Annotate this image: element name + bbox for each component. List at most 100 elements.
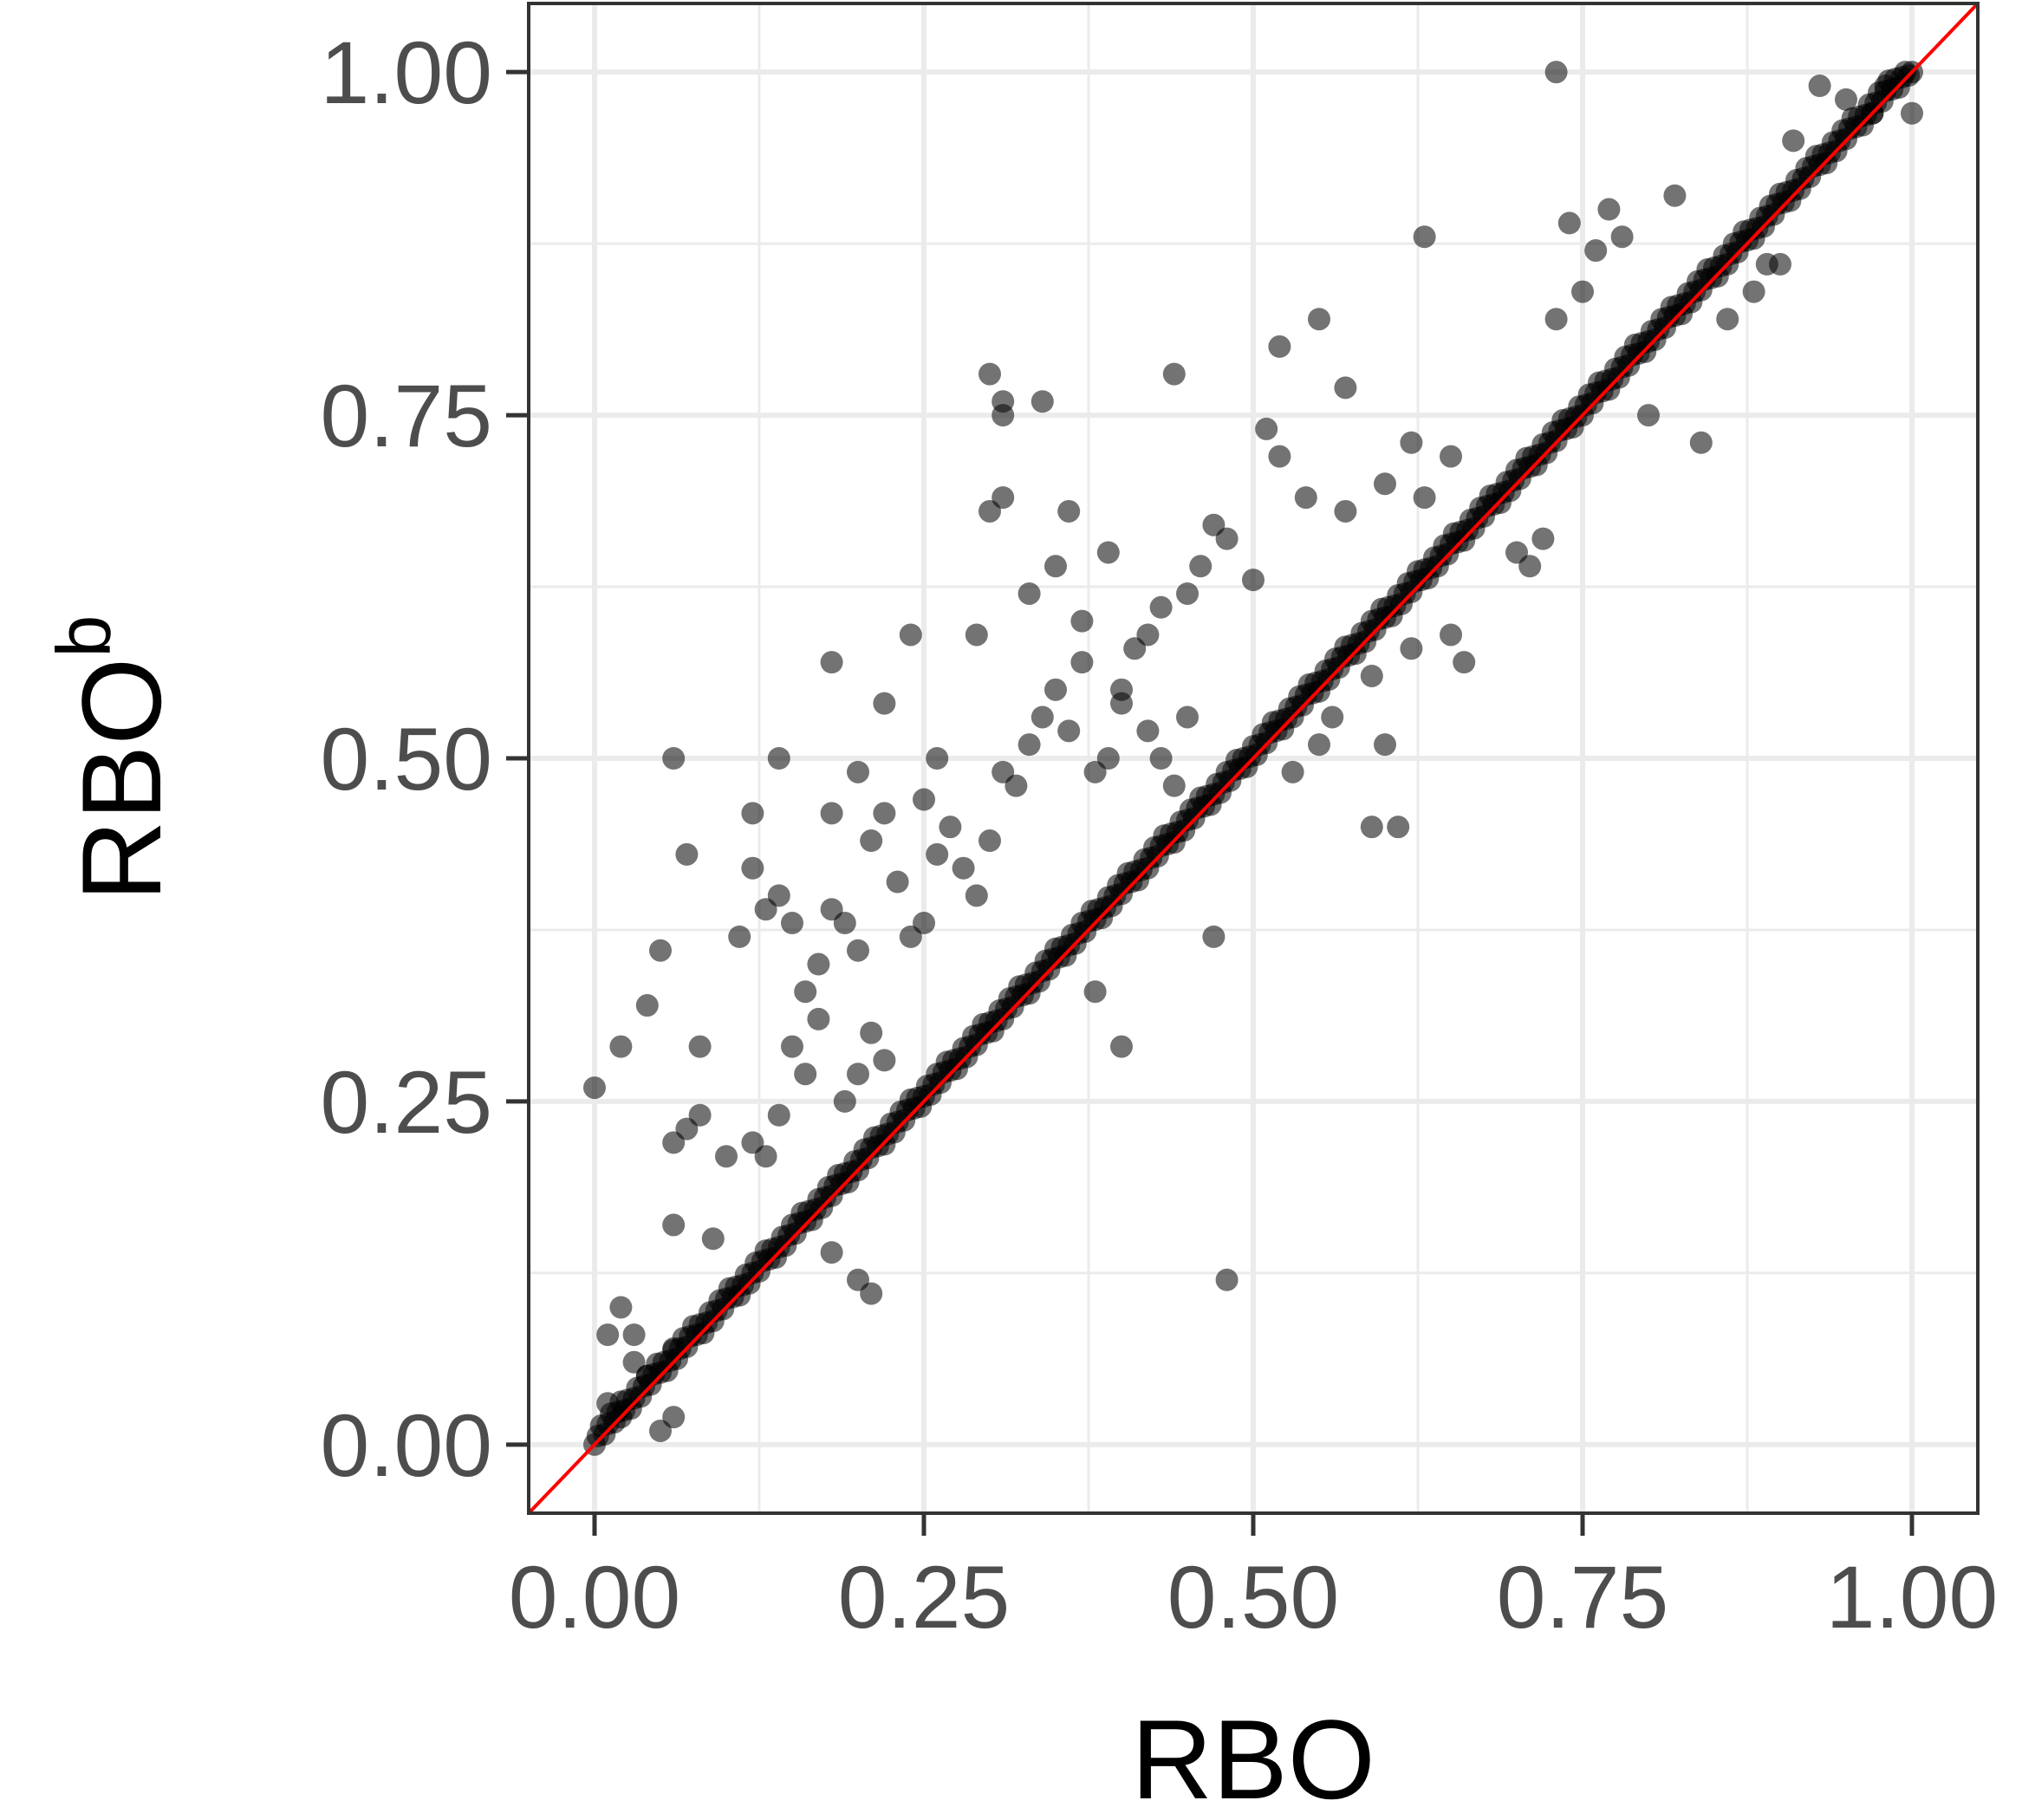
data-point xyxy=(1663,184,1687,207)
data-point xyxy=(1453,651,1476,674)
data-point xyxy=(833,1089,856,1113)
data-point xyxy=(926,842,949,866)
data-point xyxy=(820,1241,843,1264)
data-point xyxy=(1242,569,1265,592)
x-tick-label: 0.50 xyxy=(1167,1548,1340,1647)
data-point xyxy=(609,1035,633,1058)
data-point xyxy=(1518,555,1542,578)
data-point xyxy=(847,939,869,962)
data-point xyxy=(873,692,896,715)
data-point xyxy=(1149,747,1173,770)
x-tick-label: 0.75 xyxy=(1497,1548,1669,1647)
data-point xyxy=(873,802,896,825)
data-point xyxy=(833,912,856,935)
data-point xyxy=(913,788,935,811)
reference-line xyxy=(527,2,1980,1515)
data-point xyxy=(1400,637,1423,660)
data-point xyxy=(1544,308,1568,331)
data-point xyxy=(688,1103,712,1127)
data-point xyxy=(767,1103,790,1127)
data-point xyxy=(1189,555,1213,578)
y-axis-title-superscript: b xyxy=(41,615,127,658)
data-point xyxy=(1440,623,1462,647)
data-point xyxy=(741,1131,764,1154)
y-axis-title: RBOb xyxy=(41,615,185,902)
data-point xyxy=(1294,486,1317,510)
data-point xyxy=(1110,678,1133,701)
data-point xyxy=(1597,198,1621,221)
y-tick-label: 0.75 xyxy=(320,367,492,465)
data-point xyxy=(807,952,830,976)
data-point xyxy=(965,884,988,907)
y-axis: 0.00 0.25 0.50 0.75 1.00 xyxy=(320,23,529,1495)
data-point xyxy=(1096,541,1120,564)
data-point xyxy=(1136,719,1160,743)
data-point xyxy=(1255,417,1278,440)
data-point xyxy=(820,802,843,825)
data-point xyxy=(794,980,817,1004)
y-tick-label: 0.50 xyxy=(320,710,492,809)
data-point xyxy=(1531,527,1555,550)
data-point xyxy=(1083,980,1107,1004)
data-point xyxy=(583,1076,606,1100)
data-point xyxy=(1070,651,1094,674)
data-point xyxy=(913,912,935,935)
data-point xyxy=(1610,225,1634,249)
data-point xyxy=(847,760,869,783)
data-point xyxy=(1689,431,1713,454)
data-point xyxy=(978,499,1001,523)
data-point xyxy=(1835,88,1857,111)
data-point xyxy=(939,816,962,839)
data-point xyxy=(1268,445,1291,468)
data-point xyxy=(886,870,909,894)
data-point xyxy=(1334,376,1357,400)
data-point xyxy=(1096,747,1120,770)
data-point xyxy=(635,994,659,1017)
data-point xyxy=(1571,280,1594,303)
y-tick-label: 1.00 xyxy=(320,23,492,122)
data-point xyxy=(1782,129,1805,153)
y-tick-label: 0.00 xyxy=(320,1396,492,1495)
data-point xyxy=(1413,486,1436,510)
data-point xyxy=(741,856,764,880)
data-point xyxy=(1637,404,1660,427)
data-point xyxy=(1742,280,1765,303)
data-point xyxy=(926,747,949,770)
data-point xyxy=(1044,678,1067,701)
x-axis: 0.00 0.25 0.50 0.75 1.00 xyxy=(509,1513,1998,1647)
data-point xyxy=(1110,1035,1133,1058)
data-point xyxy=(860,829,883,853)
data-point xyxy=(965,623,988,647)
data-point xyxy=(781,912,803,935)
data-point xyxy=(767,747,790,770)
data-point xyxy=(1202,925,1226,948)
data-point xyxy=(1162,362,1186,386)
data-point xyxy=(1321,705,1344,729)
data-point xyxy=(1136,623,1160,647)
data-point xyxy=(1308,308,1330,331)
data-point xyxy=(860,1282,883,1305)
data-point xyxy=(899,623,922,647)
data-point xyxy=(596,1323,620,1347)
data-point xyxy=(1149,595,1173,619)
data-point xyxy=(781,1035,803,1058)
data-point xyxy=(1544,61,1568,84)
data-point xyxy=(1584,239,1608,263)
data-point xyxy=(820,651,843,674)
data-point xyxy=(728,925,751,948)
data-point xyxy=(1281,760,1304,783)
y-axis-title-main: RBO xyxy=(58,658,185,902)
data-point xyxy=(1018,582,1041,605)
data-point xyxy=(1387,816,1410,839)
data-point xyxy=(1360,816,1383,839)
data-point xyxy=(1057,719,1081,743)
data-point xyxy=(701,1227,725,1251)
data-point xyxy=(1031,390,1054,413)
data-point xyxy=(609,1296,633,1319)
data-point xyxy=(978,362,1001,386)
data-point xyxy=(688,1035,712,1058)
data-point xyxy=(1162,774,1186,797)
data-point xyxy=(1413,225,1436,249)
data-point xyxy=(662,1131,686,1154)
y-tick-label: 0.25 xyxy=(320,1053,492,1152)
